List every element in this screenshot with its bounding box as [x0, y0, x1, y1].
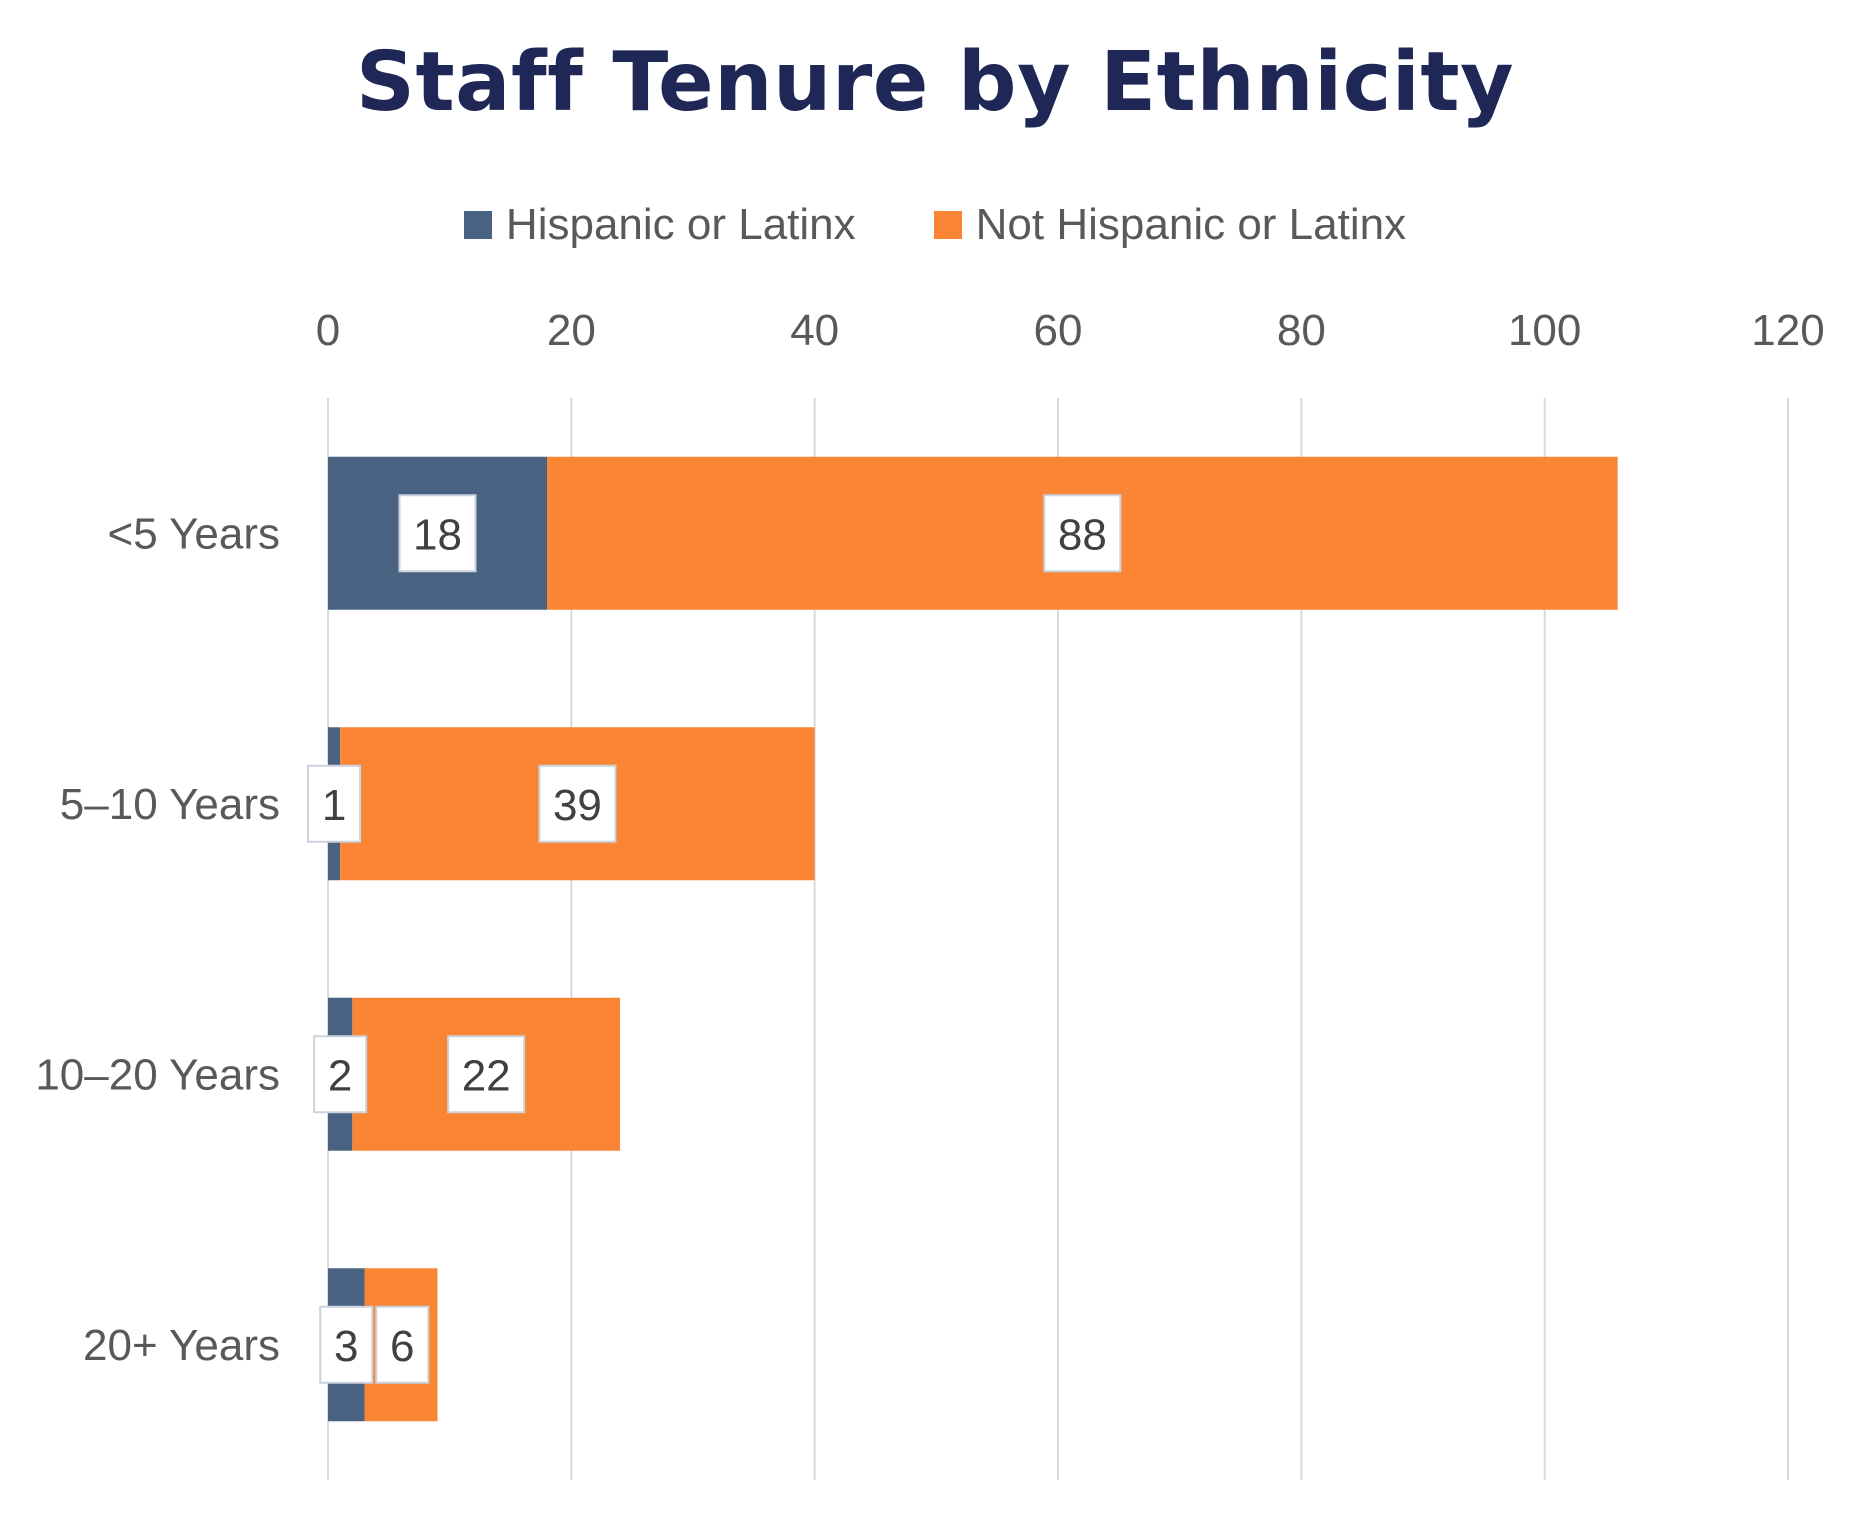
data-label-hispanic-3: 3 [334, 1322, 358, 1371]
data-label-hispanic-1: 1 [322, 781, 346, 830]
category-label-2: 10–20 Years [35, 1050, 280, 1099]
x-tick-label-80: 80 [1277, 306, 1326, 355]
data-label-box-not-hispanic-1 [538, 764, 617, 843]
data-label-not-hispanic-2: 22 [462, 1051, 511, 1100]
category-label-3: 20+ Years [83, 1321, 280, 1370]
data-label-box-hispanic-1 [307, 764, 362, 843]
legend-label-hispanic: Hispanic or Latinx [505, 200, 856, 249]
data-label-box-not-hispanic-2 [447, 1035, 526, 1114]
data-label-box-hispanic-0 [398, 494, 477, 573]
legend-item-not-hispanic: Not Hispanic or Latinx [933, 200, 1407, 250]
data-label-not-hispanic-1: 39 [553, 781, 602, 830]
category-label-0: <5 Years [108, 509, 281, 558]
x-tick-label-60: 60 [1034, 306, 1083, 355]
data-label-box-not-hispanic-3 [375, 1305, 430, 1384]
category-label-1: 5–10 Years [60, 780, 280, 829]
legend-swatch-not-hispanic [933, 211, 962, 239]
data-label-not-hispanic-3: 6 [390, 1322, 414, 1371]
legend-label-not-hispanic: Not Hispanic or Latinx [975, 200, 1407, 249]
data-label-hispanic-0: 18 [413, 510, 462, 559]
x-tick-label-20: 20 [547, 306, 596, 355]
legend-swatch-hispanic [463, 211, 492, 239]
x-tick-label-40: 40 [790, 306, 839, 355]
x-tick-label-0: 0 [316, 306, 340, 355]
data-label-not-hispanic-0: 88 [1058, 510, 1107, 559]
data-label-box-hispanic-2 [313, 1035, 368, 1114]
data-label-box-hispanic-3 [319, 1305, 374, 1384]
data-label-hispanic-2: 2 [328, 1051, 352, 1100]
legend-item-hispanic: Hispanic or Latinx [463, 200, 856, 250]
data-label-box-not-hispanic-0 [1043, 494, 1122, 573]
legend: Hispanic or Latinx Not Hispanic or Latin… [0, 200, 1870, 250]
chart-title: Staff Tenure by Ethnicity [355, 35, 1515, 130]
x-tick-label-100: 100 [1508, 306, 1581, 355]
x-tick-label-120: 120 [1751, 306, 1824, 355]
